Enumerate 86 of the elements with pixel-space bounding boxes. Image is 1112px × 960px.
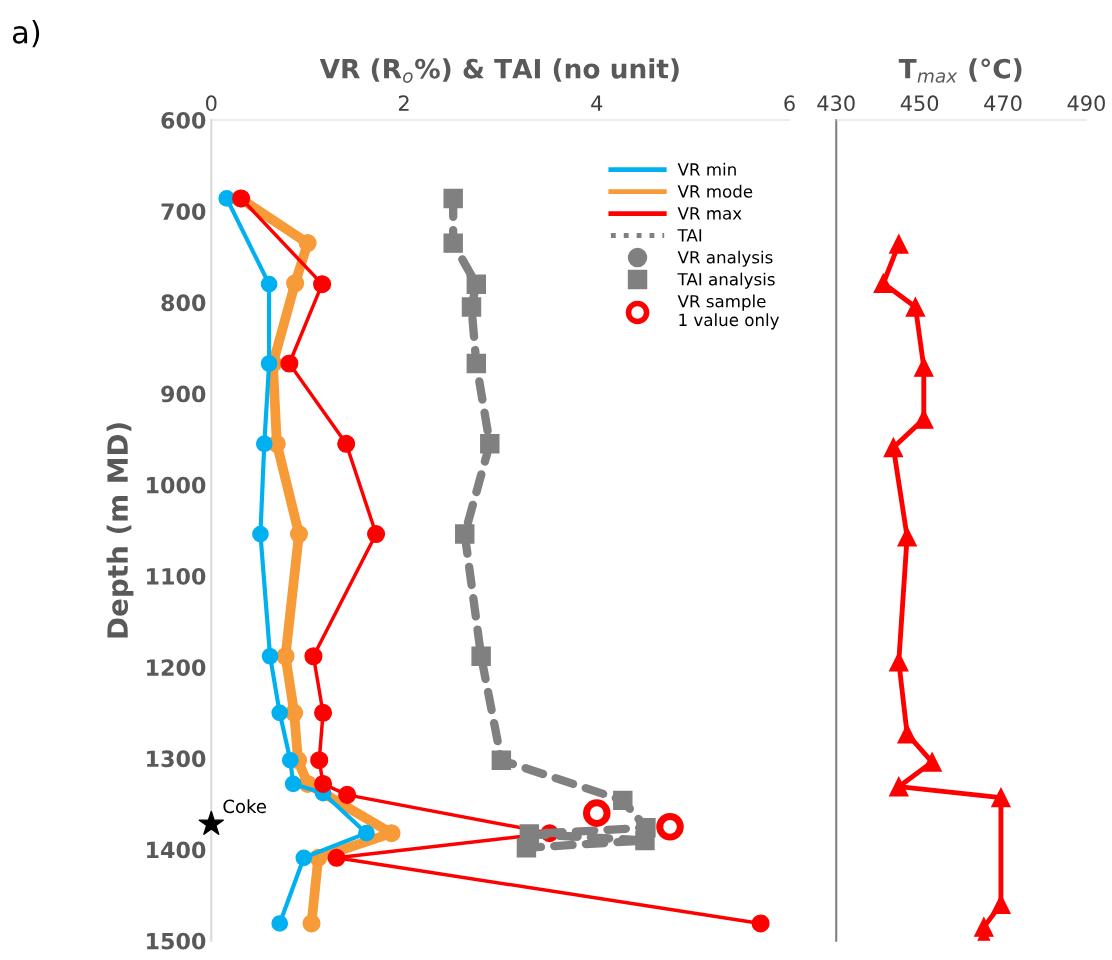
point [367, 525, 386, 544]
point [252, 525, 269, 543]
point [271, 704, 289, 722]
point [443, 233, 463, 253]
point [613, 790, 633, 811]
point [635, 830, 655, 851]
point [471, 646, 491, 666]
x-tick-label: 6 [784, 95, 795, 112]
point [289, 525, 309, 544]
point [461, 297, 482, 317]
y-tick-label: 1300 [147, 750, 206, 768]
point [466, 274, 487, 294]
annotation: Coke [223, 799, 266, 814]
x-tick-label: 430 [817, 95, 855, 112]
point [338, 785, 357, 804]
point [873, 273, 894, 293]
point [337, 434, 356, 453]
x-tick-label: 450 [900, 95, 939, 112]
point [281, 751, 299, 769]
point [276, 647, 295, 666]
x-axis-title: VR (R$_{o}$%) & TAI (no unit) [319, 58, 679, 83]
y-axis-title: Depth (m MD) [106, 423, 134, 638]
point [327, 848, 346, 867]
x-tick-label: 0 [206, 95, 217, 112]
point [889, 776, 909, 797]
y-tick-label: 700 [161, 203, 206, 220]
x-tick-label: 470 [984, 95, 1022, 112]
point [302, 914, 321, 933]
y-tick-label: 1400 [147, 841, 206, 859]
point [218, 190, 236, 207]
point [889, 652, 909, 672]
point [922, 752, 942, 772]
point [491, 750, 512, 770]
point [358, 824, 375, 842]
point [466, 353, 487, 374]
text: a) [12, 20, 40, 48]
x-tick-label: 490 [1067, 95, 1105, 112]
legend-label: TAI [677, 229, 702, 242]
point [314, 703, 333, 722]
x-tick-label: 4 [591, 95, 603, 111]
point [198, 810, 224, 835]
y-tick-label: 600 [161, 111, 206, 129]
point [261, 647, 279, 665]
point [313, 275, 332, 294]
x-tick-label: 2 [398, 95, 409, 111]
point [751, 914, 770, 933]
point [905, 297, 926, 317]
point [314, 774, 333, 793]
legend-label: VR mode [677, 184, 753, 198]
point [914, 357, 934, 377]
x-axis-title: T$_{max}$ (°C) [898, 58, 1022, 83]
y-tick-label: 1200 [147, 659, 206, 676]
y-tick-label: 1000 [147, 476, 206, 494]
point [310, 751, 329, 770]
point [284, 775, 302, 793]
point [889, 234, 909, 254]
legend-label: VR max [677, 207, 742, 220]
point [480, 434, 500, 454]
point [455, 524, 475, 544]
point [295, 849, 313, 867]
point [271, 915, 289, 932]
y-tick-label: 900 [161, 385, 206, 403]
point [583, 799, 611, 827]
point [280, 354, 299, 373]
legend-label: VR sample 1 value only [677, 294, 780, 330]
point [255, 435, 273, 453]
legend-label: VR analysis [677, 250, 773, 267]
point [285, 703, 304, 722]
point [286, 274, 305, 293]
y-tick-label: 800 [161, 294, 206, 312]
point [516, 838, 537, 858]
legend-label: VR min [677, 162, 736, 176]
point [914, 409, 934, 429]
y-tick-label: 1100 [147, 567, 206, 585]
point [260, 355, 278, 372]
point [897, 724, 917, 744]
point [656, 813, 684, 841]
legend-label: TAI analysis [677, 272, 775, 289]
y-tick-label: 1500 [147, 932, 206, 950]
point [991, 787, 1011, 808]
point [304, 647, 323, 666]
point [443, 188, 463, 209]
point [260, 275, 278, 293]
point [883, 437, 904, 458]
point [897, 527, 917, 547]
point [298, 234, 317, 253]
